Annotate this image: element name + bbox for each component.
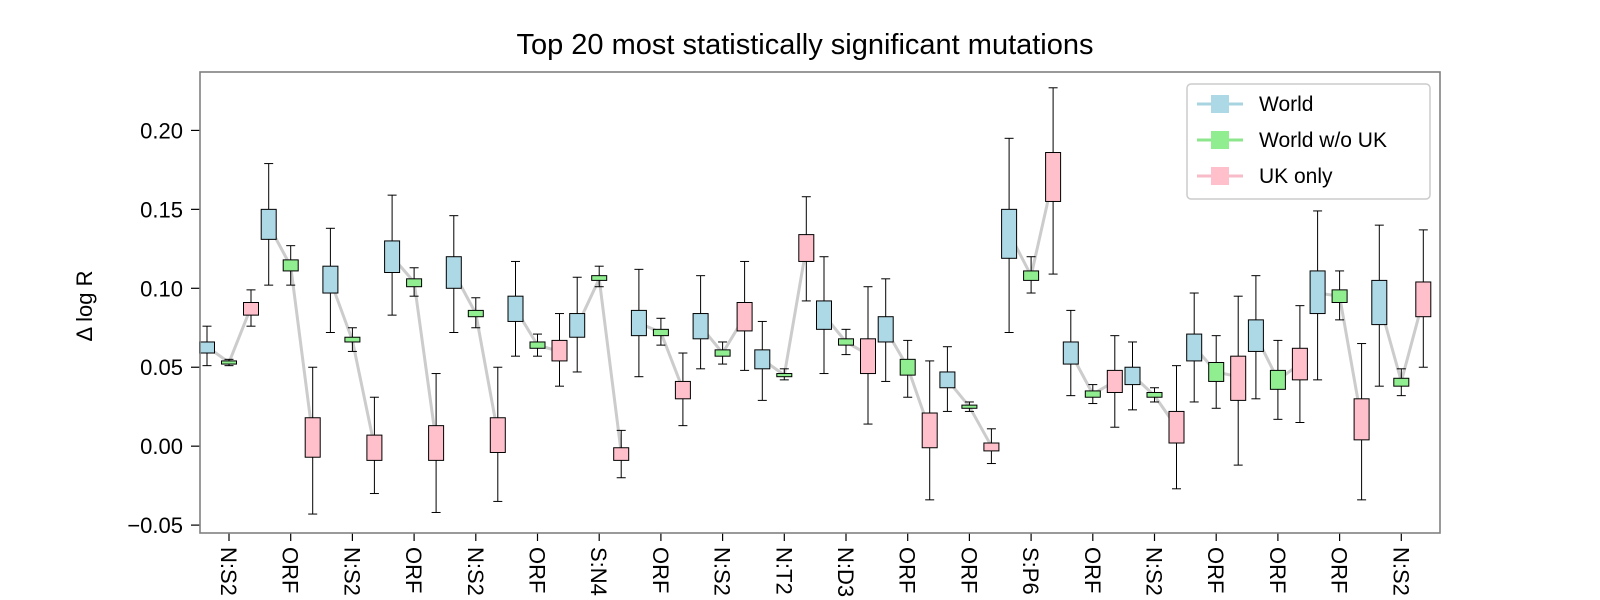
x-tick-label: N:S2 bbox=[1388, 547, 1413, 596]
box bbox=[674, 380, 691, 400]
y-tick-label: 0.20 bbox=[140, 118, 183, 143]
box bbox=[221, 360, 237, 365]
box bbox=[860, 338, 876, 375]
box bbox=[899, 358, 916, 376]
y-axis-label: Δ log R bbox=[72, 271, 97, 342]
x-tick-label: ORF bbox=[525, 547, 550, 593]
box bbox=[1269, 369, 1286, 390]
y-tick-label: 0.15 bbox=[140, 197, 183, 222]
box bbox=[877, 316, 894, 343]
y-tick-label: 0.05 bbox=[140, 355, 183, 380]
x-tick-label: N:S2 bbox=[216, 547, 241, 596]
box bbox=[1062, 341, 1079, 365]
box bbox=[1124, 366, 1141, 386]
x-tick-label: ORF bbox=[278, 547, 303, 593]
box bbox=[1001, 208, 1018, 259]
x-tick-label: N:S2 bbox=[1142, 547, 1167, 596]
box bbox=[243, 302, 259, 316]
box bbox=[366, 434, 383, 461]
box bbox=[1045, 152, 1062, 202]
x-tick-label: ORF bbox=[1327, 547, 1352, 593]
box bbox=[445, 256, 462, 289]
box bbox=[736, 302, 753, 332]
box bbox=[630, 309, 647, 337]
box bbox=[1208, 361, 1225, 382]
box bbox=[714, 349, 731, 357]
chart-title: Top 20 most statistically significant mu… bbox=[516, 29, 1093, 61]
plot-area: −0.05 0.00 0.05 0.10 0.15 0.20 N:S2 ORF N:S2 ORF N… bbox=[127, 71, 1441, 597]
box bbox=[613, 447, 630, 461]
x-tick-label: N:S2 bbox=[710, 547, 735, 596]
box bbox=[507, 295, 524, 322]
box bbox=[921, 412, 938, 449]
legend-label: World bbox=[1259, 93, 1313, 116]
box bbox=[816, 300, 832, 330]
legend-marker bbox=[1211, 131, 1229, 149]
box bbox=[428, 425, 445, 461]
x-tick-label: ORF bbox=[648, 547, 673, 593]
box bbox=[754, 349, 771, 370]
x-tick-label: ORF bbox=[956, 547, 981, 593]
box bbox=[961, 404, 978, 409]
box bbox=[1309, 270, 1326, 315]
box bbox=[489, 417, 506, 453]
x-tick-label: ORF bbox=[401, 547, 426, 593]
box bbox=[776, 373, 793, 378]
x-tick-label: ORF bbox=[1203, 547, 1228, 593]
box bbox=[1168, 410, 1185, 444]
box bbox=[282, 259, 299, 272]
box bbox=[838, 338, 854, 346]
y-tick-label: −0.05 bbox=[127, 513, 183, 538]
box bbox=[983, 442, 1000, 452]
box bbox=[304, 417, 321, 458]
box bbox=[322, 265, 339, 294]
legend-label: UK only bbox=[1259, 165, 1333, 188]
box bbox=[467, 309, 484, 318]
x-tick-label: ORF bbox=[1080, 547, 1105, 593]
box bbox=[1371, 279, 1388, 326]
x-tick-label: ORF bbox=[1265, 547, 1290, 593]
x-tick-label: N:S2 bbox=[339, 547, 364, 596]
box bbox=[384, 240, 401, 274]
box bbox=[569, 313, 586, 338]
box bbox=[1353, 398, 1370, 441]
box bbox=[1415, 281, 1432, 318]
box bbox=[692, 313, 709, 340]
box bbox=[1247, 319, 1264, 352]
x-tick-label: ORF bbox=[895, 547, 920, 593]
box bbox=[260, 208, 277, 240]
box bbox=[406, 278, 423, 288]
legend-marker bbox=[1211, 167, 1229, 185]
box bbox=[551, 339, 568, 362]
y-tick-label: 0.00 bbox=[140, 434, 183, 459]
x-tick-label: N:S2 bbox=[463, 547, 488, 596]
x-tick-label: S:P6 bbox=[1018, 547, 1043, 595]
x-tick-label: S:N4 bbox=[586, 547, 611, 596]
plot-frame bbox=[199, 71, 1441, 534]
box bbox=[1186, 333, 1203, 362]
box bbox=[1331, 289, 1348, 304]
x-tick-label: N:D3 bbox=[833, 547, 858, 597]
box bbox=[1023, 270, 1040, 281]
box bbox=[199, 341, 215, 354]
legend-frame bbox=[1186, 83, 1431, 200]
box bbox=[1084, 390, 1101, 398]
box bbox=[1106, 369, 1123, 393]
x-tick-label: N:T2 bbox=[771, 547, 796, 595]
box bbox=[344, 336, 361, 343]
legend-label: World w/o UK bbox=[1259, 129, 1387, 152]
box bbox=[1393, 377, 1410, 387]
box bbox=[1230, 355, 1247, 401]
y-tick-label: 0.10 bbox=[140, 276, 183, 301]
box bbox=[1291, 347, 1308, 381]
legend: World World w/o UK UK only bbox=[1186, 83, 1431, 200]
box bbox=[529, 341, 546, 349]
box bbox=[939, 371, 956, 389]
box bbox=[591, 275, 608, 281]
legend-marker bbox=[1211, 95, 1229, 113]
box bbox=[798, 234, 815, 262]
box bbox=[1146, 391, 1163, 398]
box bbox=[652, 328, 669, 337]
